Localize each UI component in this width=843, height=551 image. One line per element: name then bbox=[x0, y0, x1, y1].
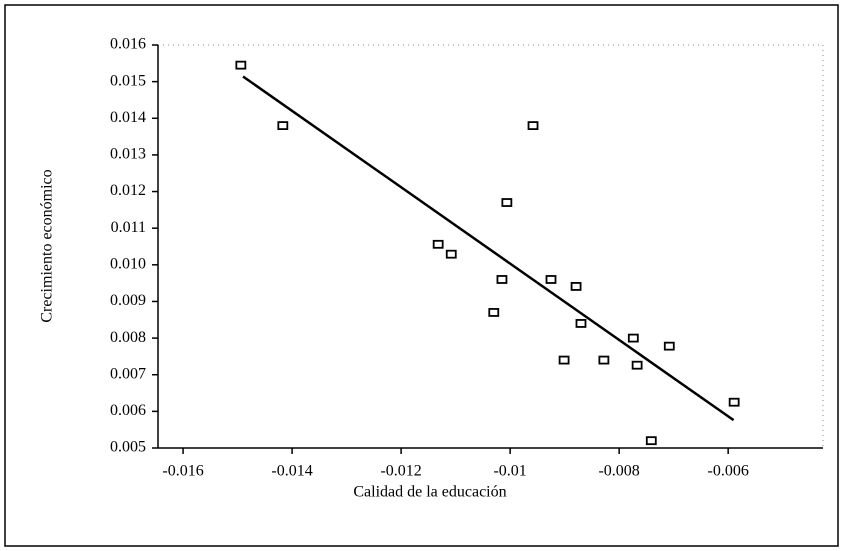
y-tick-label: 0.016 bbox=[110, 36, 146, 53]
x-tick-label: -0.012 bbox=[380, 463, 421, 480]
y-tick-label: 0.009 bbox=[110, 292, 146, 309]
y-tick-label: 0.013 bbox=[110, 146, 146, 163]
y-tick-label: 0.008 bbox=[110, 329, 146, 346]
point bbox=[558, 355, 570, 365]
point bbox=[570, 282, 582, 291]
fit-line bbox=[242, 75, 735, 422]
y-tick-label: 0.012 bbox=[110, 182, 146, 199]
point bbox=[235, 60, 247, 70]
x-tick-label: -0.01 bbox=[493, 463, 526, 480]
point bbox=[728, 397, 740, 407]
x-tick-label: -0.014 bbox=[271, 463, 312, 480]
x-tick-label: -0.016 bbox=[162, 463, 203, 480]
point bbox=[496, 275, 508, 284]
y-axis-title: Crecimiento económico bbox=[39, 169, 56, 322]
y-tick-label: 0.014 bbox=[110, 109, 146, 126]
point bbox=[501, 198, 513, 207]
x-tick-label: -0.008 bbox=[598, 463, 639, 480]
point bbox=[645, 436, 657, 446]
point bbox=[445, 249, 457, 259]
point bbox=[631, 360, 643, 370]
point bbox=[432, 239, 444, 249]
y-tick-label: 0.007 bbox=[110, 365, 146, 382]
point bbox=[598, 355, 610, 365]
point bbox=[277, 121, 289, 130]
point bbox=[488, 308, 500, 317]
x-tick-label: -0.006 bbox=[707, 463, 748, 480]
point bbox=[527, 121, 539, 130]
y-tick-label: 0.010 bbox=[110, 255, 146, 272]
point bbox=[575, 319, 587, 328]
x-axis-title: Calidad de la educación bbox=[353, 484, 506, 501]
frame bbox=[4, 4, 839, 547]
point bbox=[545, 275, 557, 284]
point bbox=[627, 333, 639, 343]
y-tick-label: 0.006 bbox=[110, 402, 146, 419]
y-tick-label: 0.015 bbox=[110, 72, 146, 89]
point bbox=[663, 341, 675, 351]
y-tick-label: 0.011 bbox=[111, 219, 146, 236]
y-tick-label: 0.005 bbox=[110, 439, 146, 456]
